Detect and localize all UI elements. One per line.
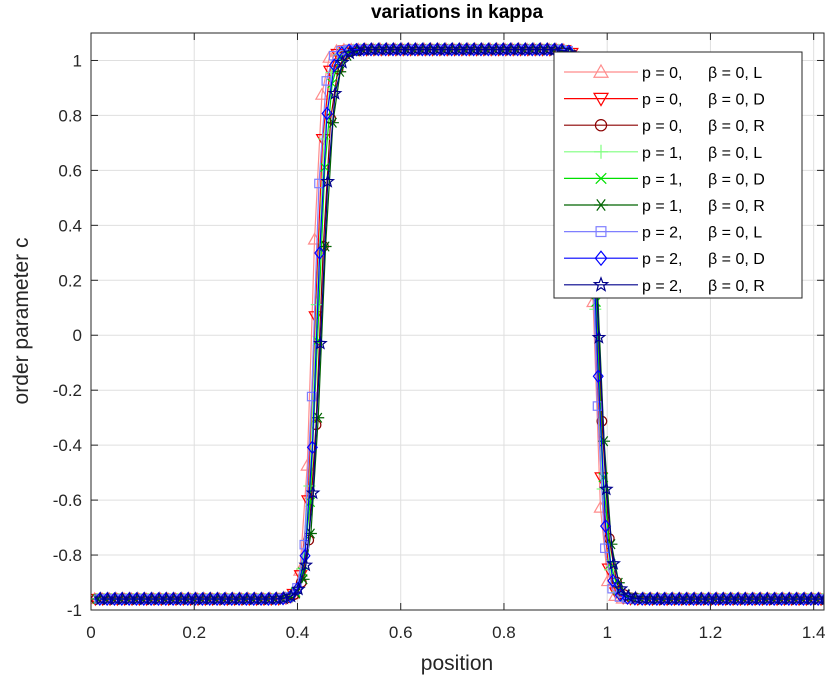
data-point — [594, 118, 608, 132]
data-point — [594, 199, 608, 211]
y-tick-label: -0.4 — [53, 436, 82, 455]
data-point — [613, 581, 629, 596]
legend: p = 0, β = 0, L p = 0, β = 0, D p = 0, β = 0,… — [553, 51, 803, 299]
data-point — [313, 335, 328, 350]
data-point — [328, 58, 340, 73]
data-point — [598, 481, 614, 496]
legend-label-beta: β = 0, L — [708, 65, 762, 82]
y-tick-label: -0.8 — [53, 546, 82, 565]
data-point — [319, 241, 332, 252]
ticks: 0 0.2 0.4 0.6 0.8 1 1.2 1.4 -1 -0.8 -0.6 -0.4 -0.2 0 0… — [53, 33, 826, 642]
data-point — [595, 226, 607, 238]
y-tick-label: 0.6 — [58, 161, 82, 180]
x-tick-label: 1 — [602, 623, 611, 642]
data-point — [349, 42, 365, 57]
data-point — [607, 573, 619, 588]
data-point — [606, 555, 621, 570]
x-tick-label: 1.4 — [802, 623, 826, 642]
x-tick-label: 0.8 — [492, 623, 516, 642]
legend-entry: p = 0, β = 0, R — [564, 118, 765, 135]
data-point — [299, 539, 310, 550]
data-point — [298, 557, 314, 572]
y-tick-label: -0.2 — [53, 381, 82, 400]
data-point — [314, 246, 326, 260]
legend-entry: p = 0, β = 0, L — [564, 63, 762, 82]
y-tick-label: -1 — [67, 601, 82, 620]
legend-label-beta: β = 0, L — [708, 225, 762, 242]
data-point — [594, 250, 608, 267]
legend-label-beta: β = 0, R — [708, 118, 765, 135]
legend-entry: p = 1, β = 0, R — [564, 198, 765, 215]
legend-entry: p = 1, β = 0, L — [564, 144, 762, 162]
data-point — [594, 144, 608, 159]
y-tick-label: 0.4 — [58, 216, 82, 235]
y-tick-label: 1 — [73, 51, 82, 70]
y-tick-label: 0 — [73, 326, 82, 345]
chart-title: variations in kappa — [371, 2, 544, 23]
data-point — [591, 329, 607, 344]
data-point — [312, 412, 325, 423]
x-axis-label: position — [421, 652, 493, 675]
x-tick-label: 0.4 — [286, 623, 310, 642]
data-point — [320, 173, 336, 188]
data-point — [305, 485, 321, 500]
legend-label-p: p = 1, — [642, 171, 682, 188]
legend-label-beta: β = 0, D — [708, 251, 765, 268]
x-tick-label: 0.6 — [389, 623, 413, 642]
data-point — [319, 162, 330, 173]
x-tick-label: 0.2 — [182, 623, 206, 642]
data-point — [595, 172, 607, 185]
data-point — [327, 85, 343, 100]
data-point — [592, 276, 610, 292]
legend-label-p: p = 0, — [642, 118, 682, 135]
legend-label-beta: β = 0, D — [708, 171, 765, 188]
data-point — [592, 63, 610, 78]
data-point — [620, 588, 636, 603]
data-point — [599, 519, 612, 534]
data-point — [592, 92, 610, 107]
x-tick-label: 1.2 — [699, 623, 723, 642]
legend-label-p: p = 2, — [642, 225, 682, 242]
data-point — [818, 596, 824, 606]
plot-box — [90, 32, 825, 611]
data-point — [322, 50, 337, 63]
data-point — [596, 415, 608, 427]
y-axis-label: order parameter c — [10, 238, 33, 405]
legend-label-beta: β = 0, L — [708, 145, 762, 162]
data-point — [321, 76, 332, 86]
data-point — [306, 391, 317, 402]
legend-label-p: p = 0, — [642, 65, 682, 82]
y-tick-label: -0.6 — [53, 491, 82, 510]
x-tick-label: 0 — [86, 623, 95, 642]
legend-label-beta: β = 0, R — [708, 278, 765, 295]
legend-label-beta: β = 0, R — [708, 198, 765, 215]
legend-label-beta: β = 0, D — [708, 92, 765, 109]
data-point — [269, 591, 284, 606]
data-point — [335, 54, 350, 69]
data-point — [318, 132, 331, 145]
y-tick-label: 0.2 — [58, 271, 82, 290]
data-point — [321, 106, 333, 121]
legend-label-p: p = 2, — [642, 251, 682, 268]
legend-entry: p = 1, β = 0, D — [564, 171, 765, 188]
data-point — [591, 297, 601, 307]
legend-entry: p = 2, β = 0, L — [564, 225, 762, 242]
legend-entry: p = 0, β = 0, D — [564, 92, 765, 109]
legend-label-p: p = 1, — [642, 145, 682, 162]
y-tick-label: 0.8 — [58, 106, 82, 125]
data-point — [592, 369, 604, 384]
legend-label-p: p = 2, — [642, 278, 682, 295]
legend-entry: p = 2, β = 0, R — [564, 276, 765, 295]
data-point — [291, 581, 306, 596]
legend-entry: p = 2, β = 0, D — [564, 250, 765, 268]
data-point — [310, 298, 323, 311]
series-layer — [91, 41, 824, 607]
legend-label-p: p = 1, — [642, 198, 682, 215]
legend-label-p: p = 0, — [642, 92, 682, 109]
